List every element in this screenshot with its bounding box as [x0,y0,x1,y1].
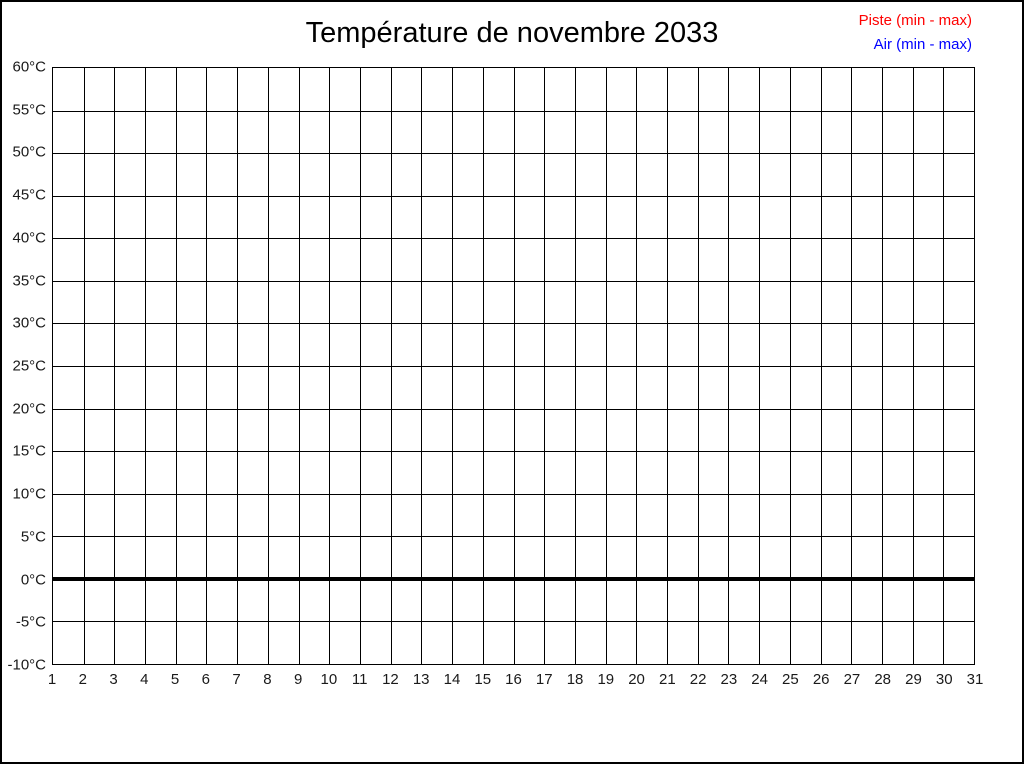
x-tick-label: 28 [874,671,892,688]
grid-line-vertical [267,68,269,664]
x-tick-label: 4 [140,671,149,688]
y-tick-label: 55°C [12,101,46,119]
x-tick-label: 7 [232,671,241,688]
y-tick-label: 60°C [12,58,46,76]
plot-area [52,67,975,665]
x-tick-label: 27 [843,671,861,688]
y-tick-label: 15°C [12,442,46,460]
grid-line-vertical [359,68,361,664]
grid-line-vertical [881,68,883,664]
x-tick-label: 21 [658,671,676,688]
x-tick-label: 10 [320,671,338,688]
grid-line-vertical [237,68,239,664]
y-tick-label: 25°C [12,357,46,375]
x-tick-label: 2 [78,671,87,688]
y-tick-label: 20°C [12,400,46,418]
x-tick-label: 31 [966,671,984,688]
x-tick-label: 9 [293,671,303,688]
grid-line-vertical [636,68,638,664]
legend-item-air: Air (min - max) [873,36,972,53]
x-tick-label: 14 [443,671,461,688]
x-tick-label: 12 [382,671,399,688]
grid-line-vertical [851,68,853,664]
zero-degree-line [53,576,974,581]
x-tick-label: 13 [412,671,430,688]
y-axis-labels: 60°C 55°C 50°C 45°C 40°C 35°C 30°C 25°C 20°C 15°C… [0,59,46,674]
x-tick-label: 29 [905,671,922,688]
grid-line-vertical [390,68,392,664]
x-tick-label: 26 [812,671,830,688]
grid-line-vertical [759,68,761,664]
x-tick-label: 30 [935,671,953,688]
x-tick-label: 20 [628,671,645,688]
grid-line-vertical [728,68,730,664]
y-tick-label: 10°C [12,485,46,503]
y-tick-label: -5°C [15,613,46,631]
grid-line-vertical [574,68,576,664]
x-tick-label: 5 [170,671,180,688]
y-tick-label: 40°C [12,229,46,247]
x-tick-label: 15 [474,671,492,688]
grid-line-vertical [943,68,945,664]
grid-line-vertical [298,68,300,664]
grid-line-vertical [544,68,546,664]
grid-line-vertical [83,68,85,664]
x-tick-label: 1 [47,671,57,688]
grid-line-vertical [789,68,791,664]
grid-line-vertical [482,68,484,664]
x-tick-label: 3 [109,671,118,688]
x-tick-label: 8 [263,671,272,688]
grid-line-vertical [452,68,454,664]
y-tick-label: 0°C [20,571,46,589]
y-tick-label: 30°C [12,314,46,332]
grid-line-vertical [421,68,423,664]
x-tick-label: 24 [751,671,768,688]
x-tick-label: 19 [597,671,615,688]
grid-line-vertical [206,68,208,664]
grid-line-vertical [175,68,177,664]
grid-line-vertical [820,68,822,664]
grid-line-vertical [605,68,607,664]
grid-line-vertical [697,68,699,664]
y-tick-label: 45°C [12,186,46,204]
grid-line-vertical [114,68,116,664]
y-tick-label: -10°C [7,656,46,674]
y-tick-label: 35°C [12,272,46,290]
x-tick-label: 25 [782,671,799,688]
x-axis-labels: 1 2 3 4 5 6 7 8 9 10 11 12 13 14 15 16 17 18 19 20 21 22 23 24 2… [48,668,984,690]
grid-line-vertical [329,68,331,664]
x-tick-label: 18 [566,671,584,688]
x-tick-label: 23 [720,671,738,688]
x-tick-label: 22 [689,671,707,688]
grid-line-vertical [145,68,147,664]
x-tick-label: 6 [201,671,210,688]
grid-line-vertical [912,68,914,664]
chart-title: Température de novembre 2033 [305,17,719,49]
x-tick-label: 11 [351,671,368,688]
grid-line-vertical [513,68,515,664]
x-tick-label: 16 [505,671,522,688]
y-tick-label: 50°C [12,143,46,161]
x-tick-label: 17 [535,671,553,688]
grid-line-vertical [666,68,668,664]
legend-item-piste: Piste (min - max) [858,12,972,29]
y-tick-label: 5°C [20,528,46,546]
chart-legend: Piste (min - max) Air (min - max) [859,9,972,57]
